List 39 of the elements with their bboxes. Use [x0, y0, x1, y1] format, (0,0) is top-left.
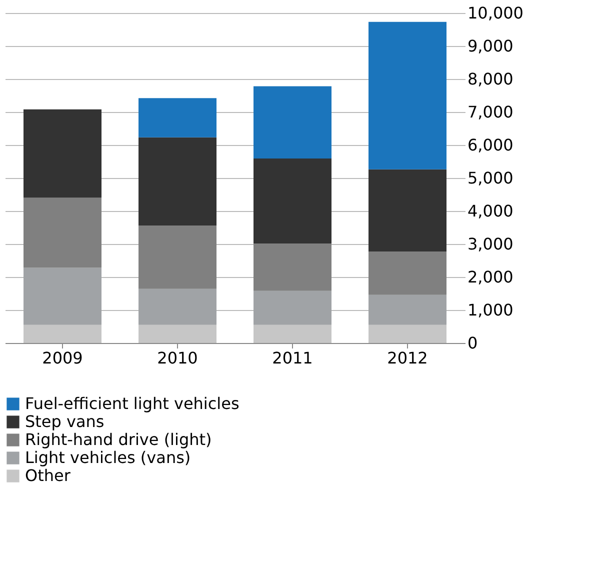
y-tick-label: 0	[468, 334, 478, 352]
y-tick-label: 10,000	[468, 4, 524, 22]
bar	[138, 324, 216, 343]
bar	[254, 86, 332, 159]
legend-label: Step vans	[25, 412, 104, 431]
bar	[368, 22, 446, 170]
bar	[368, 169, 446, 252]
bar	[138, 226, 216, 289]
bar	[138, 137, 216, 226]
y-tick-label: 8,000	[468, 70, 514, 88]
bar	[254, 324, 332, 343]
bar	[254, 158, 332, 244]
bar	[138, 288, 216, 325]
y-tick-label: 4,000	[468, 202, 514, 220]
bar	[368, 294, 446, 325]
y-tick-label: 2,000	[468, 268, 514, 286]
x-tick-label: 2010	[157, 348, 198, 368]
bar	[24, 198, 102, 268]
y-tick-label: 3,000	[468, 234, 514, 254]
bar	[368, 324, 446, 343]
y-tick-label: 6,000	[468, 136, 514, 154]
bar	[254, 244, 332, 291]
legend-label: Fuel-efficient light vehicles	[25, 394, 240, 413]
bar	[24, 324, 102, 343]
bar	[24, 268, 102, 325]
x-tick-label: 2012	[387, 348, 428, 368]
x-tick-label: 2011	[272, 348, 313, 368]
y-tick-label: 9,000	[468, 36, 514, 56]
bar	[368, 252, 446, 295]
bar	[138, 98, 216, 138]
bar	[254, 290, 332, 325]
y-tick-label: 1,000	[468, 300, 514, 320]
y-tick-label: 7,000	[468, 102, 514, 122]
bar	[24, 109, 102, 198]
legend-label: Right-hand drive (light)	[25, 430, 212, 449]
x-tick-label: 2009	[42, 348, 83, 368]
legend-label: Other	[25, 466, 71, 485]
legend-label: Light vehicles (vans)	[25, 448, 191, 467]
y-tick-label: 5,000	[468, 168, 514, 188]
